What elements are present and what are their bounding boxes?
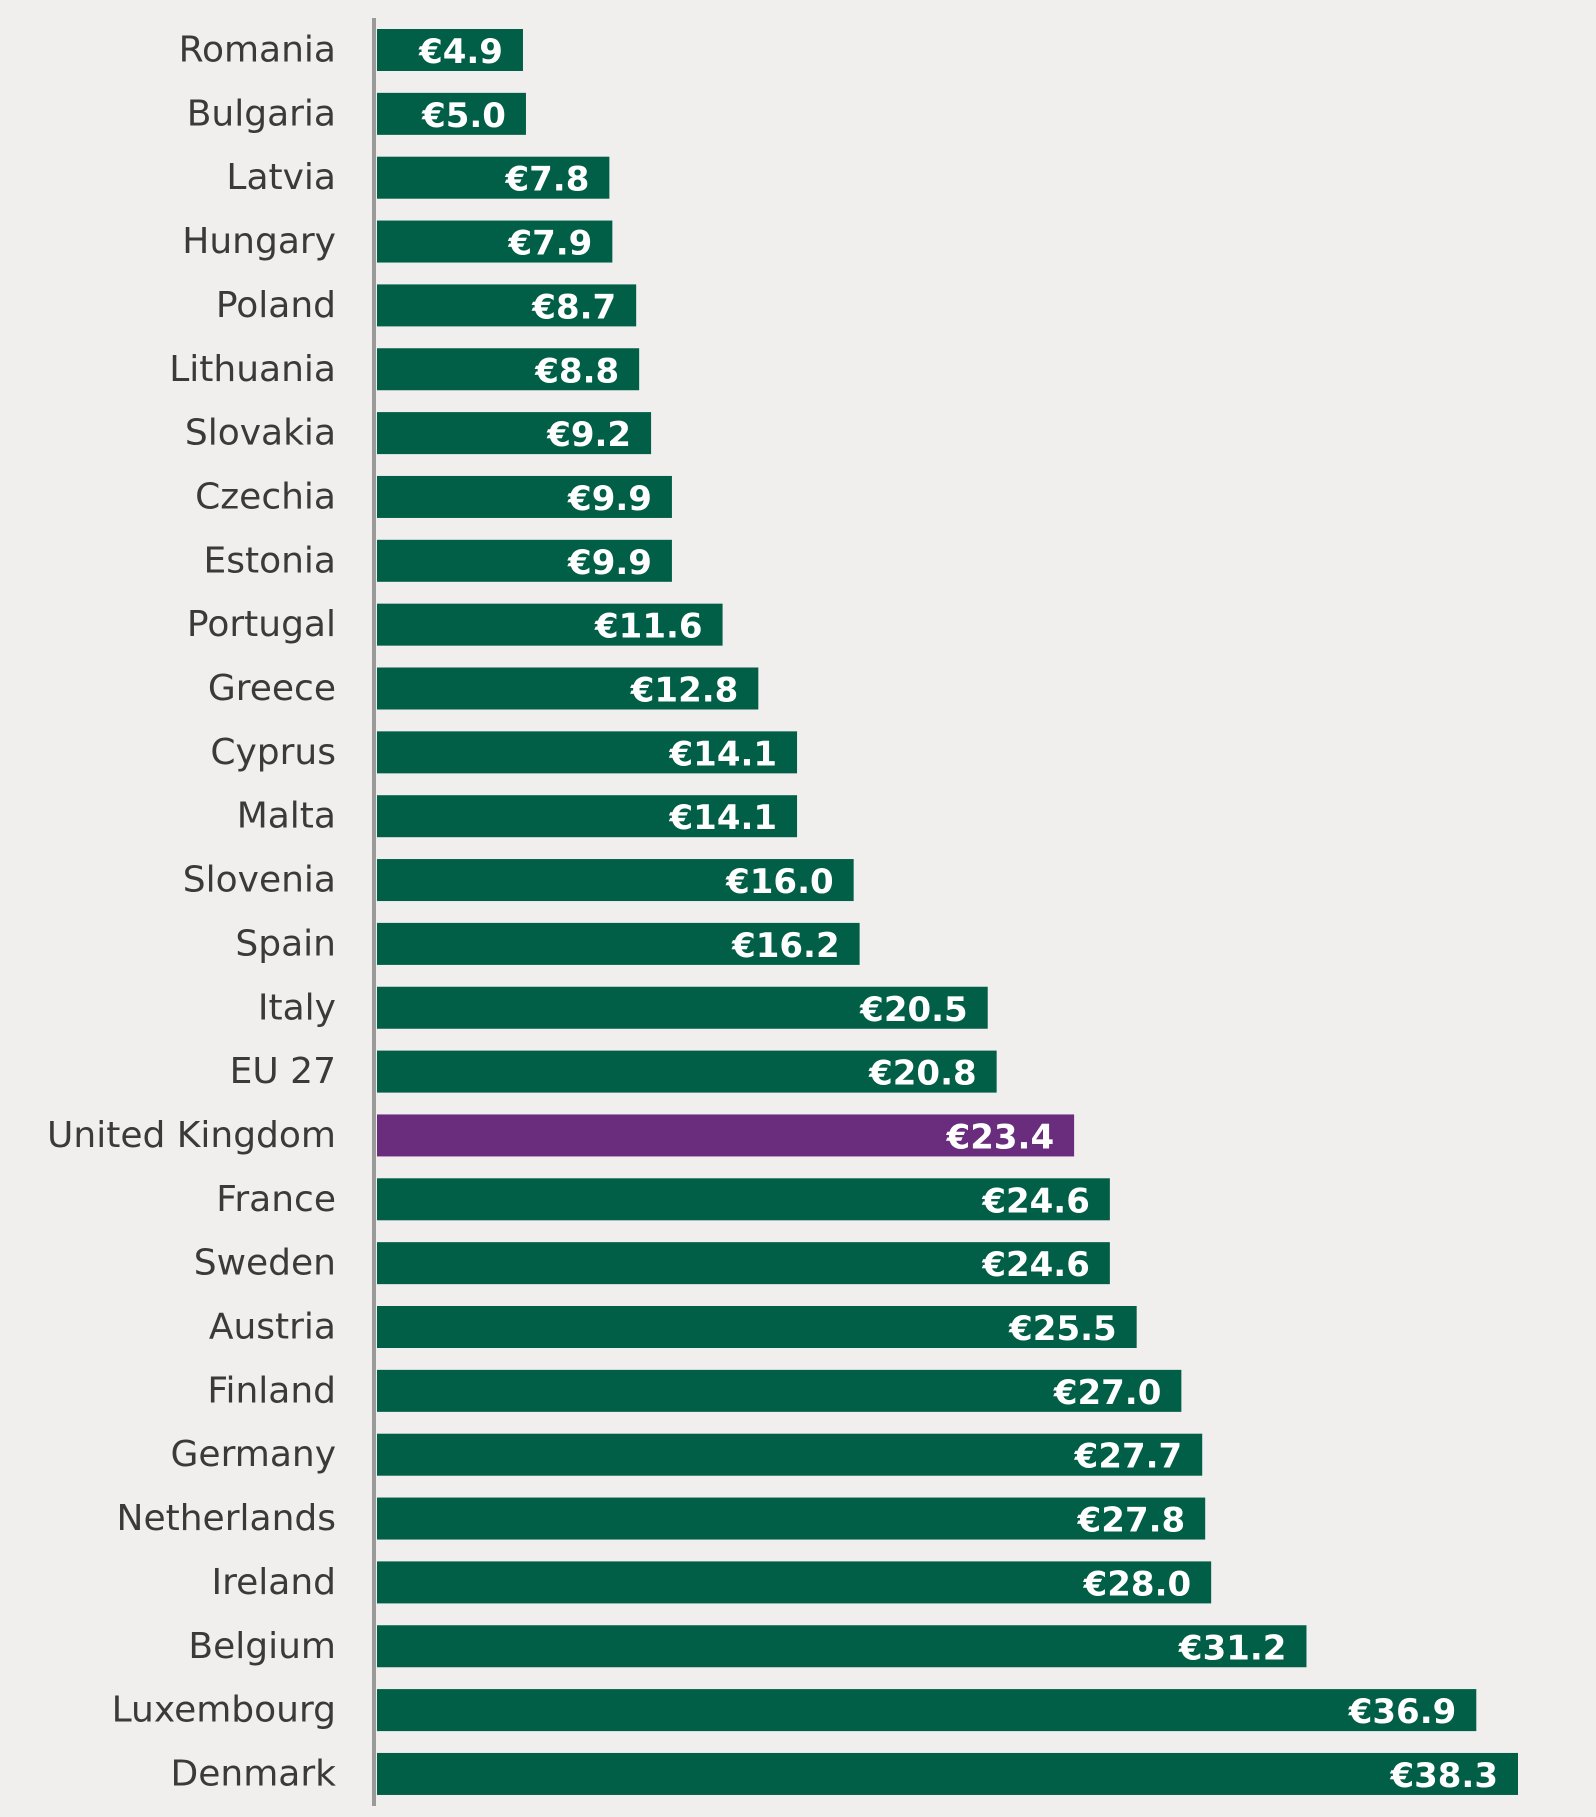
value-label: €28.0 xyxy=(1083,1564,1192,1604)
bar-greece xyxy=(377,667,759,710)
category-label: Hungary xyxy=(182,221,336,262)
value-label: €5.0 xyxy=(421,96,506,136)
category-label: Italy xyxy=(258,987,336,1028)
value-label: €12.8 xyxy=(630,671,739,711)
bar-cyprus xyxy=(377,731,798,774)
bar-latvia xyxy=(377,156,610,199)
category-label: Spain xyxy=(235,923,336,964)
bar-belgium xyxy=(377,1625,1307,1668)
bar-italy xyxy=(377,986,988,1029)
category-label: Malta xyxy=(237,796,336,837)
category-label: Germany xyxy=(171,1434,336,1475)
value-label: €16.2 xyxy=(731,926,840,966)
bar-finland xyxy=(377,1369,1182,1412)
bar-hungary xyxy=(377,220,613,263)
bar-spain xyxy=(377,922,860,965)
category-label: Belgium xyxy=(188,1626,336,1667)
value-label: €16.0 xyxy=(725,862,834,902)
value-label: €9.9 xyxy=(567,543,652,583)
value-label: €8.7 xyxy=(531,287,616,327)
bar-slovakia xyxy=(377,412,652,455)
bar-slovenia xyxy=(377,859,854,902)
bar-france xyxy=(377,1178,1110,1221)
category-label: Cyprus xyxy=(210,732,336,773)
bar-denmark xyxy=(377,1752,1518,1795)
value-label: €8.8 xyxy=(534,351,619,391)
bar-czechia xyxy=(377,475,672,518)
category-label: Greece xyxy=(208,668,336,709)
value-label: €7.9 xyxy=(507,224,592,264)
bar-malta xyxy=(377,795,798,838)
category-label: Bulgaria xyxy=(187,93,336,134)
value-label: €9.2 xyxy=(546,415,631,455)
bar-lithuania xyxy=(377,348,640,391)
category-label: Ireland xyxy=(211,1562,336,1603)
bar-estonia xyxy=(377,539,672,582)
category-label: Romania xyxy=(179,30,336,71)
category-label: EU 27 xyxy=(230,1051,336,1092)
category-label: United Kingdom xyxy=(47,1115,336,1156)
value-label: €24.6 xyxy=(981,1181,1090,1221)
value-label: €11.6 xyxy=(594,607,703,647)
category-label: Slovenia xyxy=(183,860,336,901)
category-label: Finland xyxy=(207,1370,336,1411)
bars-layer: Romania €4.9 Bulgaria €5.0 Latvia €7.8 Hungary… xyxy=(47,29,1518,1796)
value-label: €27.0 xyxy=(1053,1373,1162,1413)
bar-romania xyxy=(377,29,523,71)
category-label: Denmark xyxy=(171,1753,337,1794)
category-label: Poland xyxy=(216,285,336,326)
category-label: Czechia xyxy=(195,476,336,517)
value-label: €14.1 xyxy=(669,734,778,774)
value-label: €24.6 xyxy=(981,1245,1090,1285)
bar-portugal xyxy=(377,603,723,646)
category-label: Luxembourg xyxy=(112,1690,336,1731)
bar-germany xyxy=(377,1433,1203,1476)
bar-luxembourg xyxy=(377,1689,1477,1732)
bar-ireland xyxy=(377,1561,1212,1604)
category-label: Netherlands xyxy=(117,1498,336,1539)
bar-poland xyxy=(377,284,637,327)
value-label: €27.8 xyxy=(1077,1501,1186,1541)
category-label: Portugal xyxy=(187,604,336,645)
category-label: Lithuania xyxy=(169,349,336,390)
value-label: €27.7 xyxy=(1074,1437,1183,1477)
value-label: €38.3 xyxy=(1389,1756,1498,1796)
category-label: Latvia xyxy=(226,157,336,198)
value-label: €9.9 xyxy=(567,479,652,519)
bar-united-kingdom xyxy=(377,1114,1075,1157)
value-label: €4.9 xyxy=(418,32,503,72)
value-label: €20.5 xyxy=(859,990,968,1030)
bar-bulgaria xyxy=(377,92,526,135)
value-label: €25.5 xyxy=(1008,1309,1117,1349)
category-label: Slovakia xyxy=(185,413,336,454)
bar-austria xyxy=(377,1306,1137,1348)
category-label: Estonia xyxy=(203,540,336,581)
value-label: €36.9 xyxy=(1348,1692,1457,1732)
value-label: €14.1 xyxy=(669,798,778,838)
category-label: Sweden xyxy=(194,1243,336,1284)
category-label: Austria xyxy=(209,1307,336,1348)
value-label: €31.2 xyxy=(1178,1628,1287,1668)
value-label: €23.4 xyxy=(946,1117,1055,1157)
bar-sweden xyxy=(377,1242,1110,1285)
value-label: €20.8 xyxy=(868,1054,977,1094)
category-label: France xyxy=(216,1179,336,1220)
value-label: €7.8 xyxy=(504,160,589,200)
bar-netherlands xyxy=(377,1497,1206,1540)
bar-eu-27 xyxy=(377,1050,997,1093)
